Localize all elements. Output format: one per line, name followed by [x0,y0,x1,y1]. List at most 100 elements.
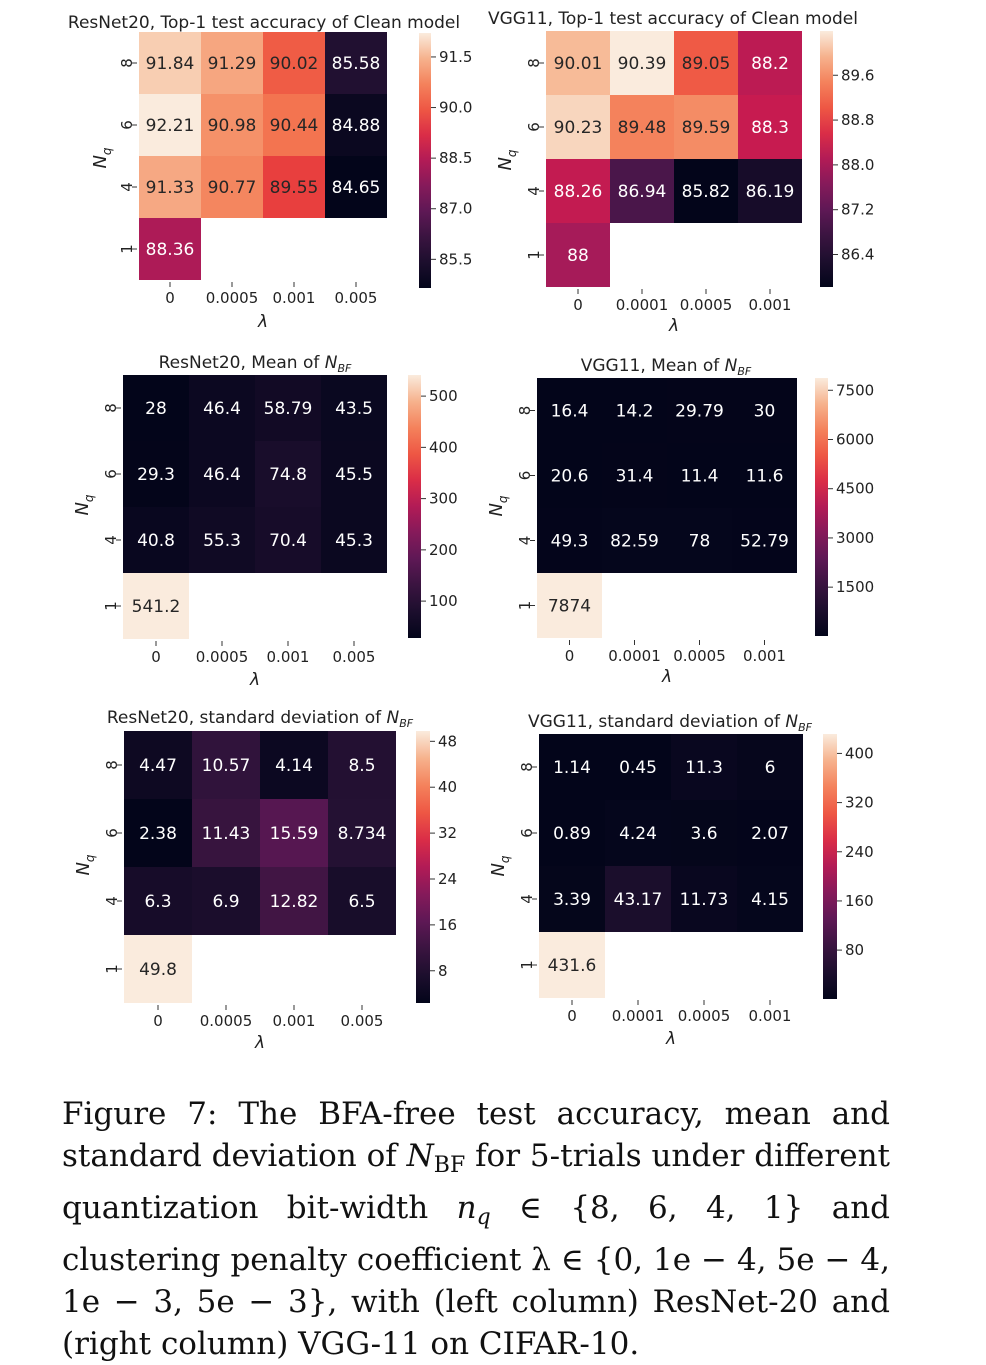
colorbar-tick-label: 8 [438,962,448,980]
heatmap-cell [255,441,321,507]
x-tick-label: 0.0005 [680,296,733,314]
heatmap-cell [328,731,396,799]
heatmap-cell [667,378,732,443]
y-tick-label: 8 [103,760,121,770]
cell-value-label: 78 [689,532,711,552]
panel-title-subscript: BF [737,365,752,378]
colorbar-tick-label: 200 [429,541,458,559]
heatmap-cell [737,866,803,932]
x-tick-label: 0.0005 [673,647,726,665]
heatmap-cell [325,94,387,156]
heatmap-cell [539,932,605,998]
y-axis-label-symbol: N [488,863,509,876]
x-tick-label: 0.001 [749,1007,792,1025]
panel-title-symbol: N [785,712,798,732]
cell-value-label: 84.88 [332,116,381,136]
panel-title-subscript: BF [338,362,353,375]
cell-value-label: 58.79 [264,399,313,419]
heatmap-cell [325,156,387,218]
colorbar-tick-label: 320 [845,794,874,812]
cell-value-label: 11.3 [685,758,723,778]
heatmap-cell [139,94,201,156]
colorbar-tick-label: 87.2 [841,201,874,219]
x-tick-label: 0.001 [273,289,316,307]
cell-value-label: 88.2 [751,54,789,74]
heatmap-cell [139,156,201,218]
panel-title: VGG11, standard deviation of NBF [528,712,813,734]
y-axis-label-symbol: N [73,862,94,875]
heatmap-cell [737,800,803,866]
heatmap-panel-1: ResNet20, Top-1 test accuracy of Clean m… [68,13,473,332]
cell-value-label: 85.82 [682,182,731,202]
heatmap-cell [605,866,671,932]
heatmap-cell [255,507,321,573]
heatmap-cell [539,866,605,932]
caption-nq-symbol: n [456,1190,477,1226]
cell-value-label: 88 [567,246,589,266]
colorbar-tick-label: 32 [438,824,457,842]
y-tick-label: 1 [518,960,536,970]
panel-title-text: ResNet20, standard deviation of [107,708,387,728]
cell-value-label: 91.84 [146,54,195,74]
cell-value-label: 8.734 [338,824,387,844]
heatmap-cell [189,441,255,507]
heatmap-cell [667,508,732,573]
heatmap-cell [201,94,263,156]
heatmap-cell [139,218,201,280]
colorbar-tick-label: 160 [845,892,874,910]
y-axis-label: Nq [90,147,114,168]
x-tick-label: 0 [573,296,583,314]
panel-title: ResNet20, Mean of NBF [159,353,352,375]
y-tick-label: 1 [103,964,121,974]
cell-value-label: 90.23 [554,118,603,138]
colorbar-tick-label: 88.8 [841,111,874,129]
heatmap-cell [201,156,263,218]
cell-value-label: 88.26 [554,182,603,202]
x-tick-label: 0.0005 [196,648,249,666]
x-axis-label: λ [661,667,672,687]
x-axis-label: λ [665,1029,676,1049]
cell-value-label: 4.47 [139,756,177,776]
heatmap-cell [328,799,396,867]
heatmap-cell [321,507,387,573]
heatmap-cell [546,95,610,159]
y-tick-label: 4 [518,894,536,904]
colorbar-tick-label: 240 [845,843,874,861]
cell-value-label: 43.17 [614,890,663,910]
heatmap-cell [546,31,610,95]
heatmap-cell [667,443,732,508]
x-tick-label: 0.0001 [608,647,661,665]
colorbar-tick-label: 100 [429,592,458,610]
heatmap-cell [671,866,737,932]
heatmap-cell [674,95,738,159]
colorbar-tick-label: 1500 [836,578,874,596]
x-tick-label: 0.0001 [616,296,669,314]
cell-value-label: 45.5 [335,465,373,485]
x-tick-label: 0.005 [341,1012,384,1030]
x-tick-label: 0 [151,648,161,666]
cell-value-label: 84.65 [332,178,381,198]
caption-text-2: for 5-trials under different quantizatio… [62,1138,890,1226]
heatmap-cell [189,507,255,573]
colorbar-tick-label: 86.4 [841,246,874,264]
colorbar-tick-label: 89.6 [841,66,874,84]
cell-value-label: 91.33 [146,178,195,198]
y-tick-label: 6 [118,120,136,130]
heatmap-cell [260,867,328,935]
panel-title-text: ResNet20, Top-1 test accuracy of Clean m… [68,13,460,33]
heatmap-cell [537,508,602,573]
heatmap-cell [255,375,321,441]
panel-title: VGG11, Mean of NBF [581,356,752,378]
heatmap-cell [546,159,610,223]
cell-value-label: 55.3 [203,531,241,551]
heatmap-cell [192,731,260,799]
heatmap-cell [737,734,803,800]
figure-caption: Figure 7: The BFA-free test accuracy, me… [62,1093,890,1365]
heatmap-cell [263,156,325,218]
heatmap-cell [738,159,802,223]
cell-value-label: 6.5 [348,892,375,912]
panel-title-subscript: BF [798,721,813,734]
heatmap-cell [123,441,189,507]
